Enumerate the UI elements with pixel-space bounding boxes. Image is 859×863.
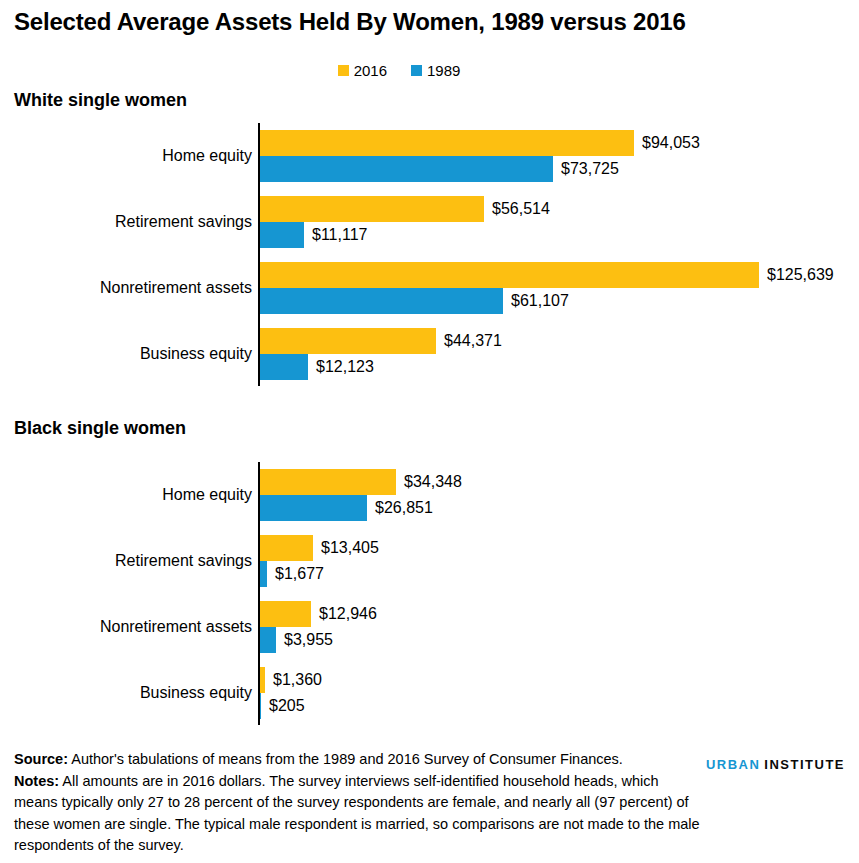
value-label: $125,639 — [767, 266, 834, 284]
section-title-black-single-women: Black single women — [14, 418, 845, 439]
y-axis-line — [258, 462, 260, 725]
value-label: $61,107 — [511, 292, 569, 310]
bar-row: $56,514 — [260, 196, 550, 222]
legend-item-2016: 2016 — [338, 62, 387, 79]
bar-rows: $13,405 $1,677 — [260, 535, 379, 587]
bar-rows: $56,514 $11,117 — [260, 196, 550, 248]
category-label: Nonretirement assets — [14, 262, 252, 314]
bar-1989 — [260, 561, 267, 587]
legend: 2016 1989 — [14, 62, 784, 78]
bar-group: Business equity $44,371 $12,123 — [14, 328, 845, 380]
category-label: Home equity — [14, 130, 252, 182]
chart-white-single-women: Home equity $94,053 $73,725 Retirement savi… — [14, 123, 845, 386]
notes-label: Notes: — [14, 773, 59, 789]
bar-row: $94,053 — [260, 130, 700, 156]
bar-row: $34,348 — [260, 469, 462, 495]
bar-row: $73,725 — [260, 156, 700, 182]
value-label: $44,371 — [444, 332, 502, 350]
bar-1989 — [260, 495, 367, 521]
bar-row: $125,639 — [260, 262, 834, 288]
bar-2016 — [260, 196, 484, 222]
y-axis-line — [258, 123, 260, 386]
value-label: $1,360 — [273, 671, 322, 689]
bar-2016 — [260, 601, 311, 627]
bar-row: $12,123 — [260, 354, 502, 380]
value-label: $1,677 — [275, 565, 324, 583]
value-label: $34,348 — [404, 473, 462, 491]
bar-group: Business equity $1,360 $205 — [14, 667, 845, 719]
bar-row: $12,946 — [260, 601, 377, 627]
bar-group: Retirement savings $13,405 $1,677 — [14, 535, 845, 587]
category-label: Business equity — [14, 667, 252, 719]
bar-1989 — [260, 156, 553, 182]
value-label: $73,725 — [561, 160, 619, 178]
bar-2016 — [260, 130, 634, 156]
bar-rows: $125,639 $61,107 — [260, 262, 834, 314]
bar-row: $3,955 — [260, 627, 377, 653]
legend-swatch-1989 — [411, 65, 422, 76]
bar-2016 — [260, 262, 759, 288]
urban-institute-logo: URBAN INSTITUTE — [706, 757, 845, 857]
bar-2016 — [260, 535, 313, 561]
logo-institute: INSTITUTE — [764, 757, 845, 772]
source-text: Author's tabulations of means from the 1… — [68, 751, 623, 767]
value-label: $26,851 — [375, 499, 433, 517]
category-label: Business equity — [14, 328, 252, 380]
bar-group: Home equity $94,053 $73,725 — [14, 130, 845, 182]
bar-rows: $94,053 $73,725 — [260, 130, 700, 182]
source-label: Source: — [14, 751, 68, 767]
bar-rows: $34,348 $26,851 — [260, 469, 462, 521]
bar-2016 — [260, 469, 396, 495]
bar-2016 — [260, 667, 265, 693]
bar-1989 — [260, 354, 308, 380]
notes-line: Notes: All amounts are in 2016 dollars. … — [14, 771, 706, 857]
logo-urban: URBAN — [706, 757, 760, 772]
category-label: Retirement savings — [14, 196, 252, 248]
category-label: Home equity — [14, 469, 252, 521]
bar-rows: $44,371 $12,123 — [260, 328, 502, 380]
bar-rows: $12,946 $3,955 — [260, 601, 377, 653]
bar-rows: $1,360 $205 — [260, 667, 322, 719]
bar-row: $11,117 — [260, 222, 550, 248]
notes-text: All amounts are in 2016 dollars. The sur… — [14, 773, 700, 854]
source-notes: Source: Author's tabulations of means fr… — [14, 749, 706, 857]
source-line: Source: Author's tabulations of means fr… — [14, 749, 706, 771]
category-label: Retirement savings — [14, 535, 252, 587]
footer: Source: Author's tabulations of means fr… — [14, 749, 845, 857]
bar-group: Nonretirement assets $12,946 $3,955 — [14, 601, 845, 653]
chart-black-single-women: Home equity $34,348 $26,851 Retirement savi… — [14, 462, 845, 725]
bar-1989 — [260, 627, 276, 653]
value-label: $3,955 — [284, 631, 333, 649]
value-label: $12,946 — [319, 605, 377, 623]
bar-row: $1,677 — [260, 561, 379, 587]
legend-label-1989: 1989 — [427, 62, 460, 79]
page: Selected Average Assets Held By Women, 1… — [0, 0, 859, 857]
legend-label-2016: 2016 — [354, 62, 387, 79]
bar-2016 — [260, 328, 436, 354]
value-label: $205 — [269, 697, 305, 715]
legend-swatch-2016 — [338, 65, 349, 76]
value-label: $13,405 — [321, 539, 379, 557]
value-label: $11,117 — [312, 226, 367, 244]
bar-row: $205 — [260, 693, 322, 719]
bar-group: Home equity $34,348 $26,851 — [14, 469, 845, 521]
bar-1989 — [260, 288, 503, 314]
bar-1989 — [260, 693, 261, 719]
legend-item-1989: 1989 — [411, 62, 460, 79]
bar-group: Retirement savings $56,514 $11,117 — [14, 196, 845, 248]
bar-row: $1,360 — [260, 667, 322, 693]
bar-row: $44,371 — [260, 328, 502, 354]
value-label: $12,123 — [316, 358, 374, 376]
section-title-white-single-women: White single women — [14, 90, 845, 111]
bar-1989 — [260, 222, 304, 248]
chart-title: Selected Average Assets Held By Women, 1… — [14, 8, 845, 36]
bar-row: $61,107 — [260, 288, 834, 314]
bar-row: $13,405 — [260, 535, 379, 561]
bar-group: Nonretirement assets $125,639 $61,107 — [14, 262, 845, 314]
category-label: Nonretirement assets — [14, 601, 252, 653]
value-label: $94,053 — [642, 134, 700, 152]
bar-row: $26,851 — [260, 495, 462, 521]
value-label: $56,514 — [492, 200, 550, 218]
